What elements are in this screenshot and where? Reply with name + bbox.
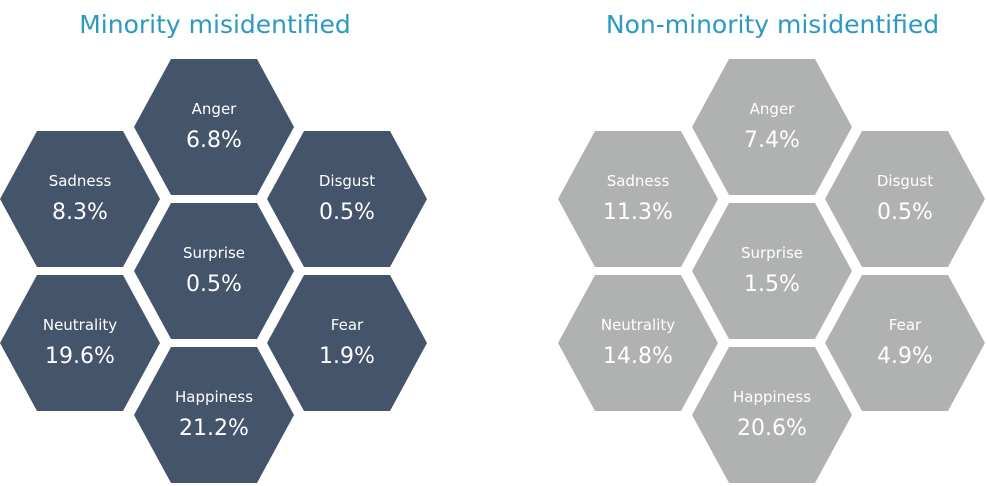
non-minority-value-neutrality: 14.8%	[603, 344, 673, 369]
non-minority-label-surprise: Surprise	[741, 244, 803, 262]
minority-panel-title: Minority misidentified	[79, 10, 351, 39]
non-minority-label-sadness: Sadness	[607, 172, 670, 190]
non-minority-value-disgust: 0.5%	[877, 200, 933, 225]
non-minority-hex-shape-surprise	[692, 203, 852, 339]
minority-value-anger: 6.8%	[186, 128, 242, 153]
non-minority-label-fear: Fear	[889, 316, 922, 334]
minority-hex-shape-disgust	[267, 131, 427, 267]
non-minority-value-surprise: 1.5%	[744, 272, 800, 297]
minority-hex-anger: Anger 6.8%	[134, 59, 294, 195]
minority-hex-shape-happiness	[134, 347, 294, 483]
non-minority-hex-sadness: Sadness 11.3%	[558, 131, 718, 267]
minority-value-sadness: 8.3%	[52, 200, 108, 225]
minority-hex-grid: Anger 6.8% Sadness 8.3% Disgust 0.5% Surprise 0…	[0, 59, 427, 483]
minority-label-neutrality: Neutrality	[43, 316, 117, 334]
minority-label-anger: Anger	[192, 100, 238, 118]
non-minority-label-happiness: Happiness	[733, 388, 811, 406]
minority-label-fear: Fear	[331, 316, 364, 334]
minority-value-fear: 1.9%	[319, 344, 375, 369]
non-minority-hex-neutrality: Neutrality 14.8%	[558, 275, 718, 411]
non-minority-label-anger: Anger	[750, 100, 796, 118]
non-minority-hex-shape-sadness	[558, 131, 718, 267]
minority-hex-shape-neutrality	[0, 275, 160, 411]
non-minority-value-sadness: 11.3%	[603, 200, 673, 225]
minority-hex-disgust: Disgust 0.5%	[267, 131, 427, 267]
non-minority-hex-shape-fear	[825, 275, 985, 411]
non-minority-hex-shape-neutrality	[558, 275, 718, 411]
non-minority-label-neutrality: Neutrality	[601, 316, 675, 334]
minority-hex-fear: Fear 1.9%	[267, 275, 427, 411]
minority-value-happiness: 21.2%	[179, 416, 249, 441]
non-minority-hex-anger: Anger 7.4%	[692, 59, 852, 195]
minority-label-surprise: Surprise	[183, 244, 245, 262]
non-minority-panel: Non-minority misidentified Anger 7.4% Sadn…	[558, 0, 987, 486]
non-minority-panel-title: Non-minority misidentified	[605, 10, 940, 39]
minority-value-surprise: 0.5%	[186, 272, 242, 297]
minority-hex-shape-fear	[267, 275, 427, 411]
non-minority-hex-shape-anger	[692, 59, 852, 195]
non-minority-hex-surprise: Surprise 1.5%	[692, 203, 852, 339]
non-minority-hex-shape-happiness	[692, 347, 852, 483]
minority-label-happiness: Happiness	[175, 388, 253, 406]
minority-value-neutrality: 19.6%	[45, 344, 115, 369]
minority-hex-neutrality: Neutrality 19.6%	[0, 275, 160, 411]
minority-hex-shape-sadness	[0, 131, 160, 267]
minority-panel: Minority misidentified Anger 6.8% Sadness 8…	[0, 0, 430, 486]
minority-label-sadness: Sadness	[49, 172, 112, 190]
minority-hex-surprise: Surprise 0.5%	[134, 203, 294, 339]
non-minority-hex-shape-disgust	[825, 131, 985, 267]
non-minority-value-anger: 7.4%	[744, 128, 800, 153]
non-minority-hex-happiness: Happiness 20.6%	[692, 347, 852, 483]
non-minority-hex-disgust: Disgust 0.5%	[825, 131, 985, 267]
minority-hex-sadness: Sadness 8.3%	[0, 131, 160, 267]
minority-hex-shape-surprise	[134, 203, 294, 339]
non-minority-label-disgust: Disgust	[877, 172, 933, 190]
minority-hex-shape-anger	[134, 59, 294, 195]
minority-value-disgust: 0.5%	[319, 200, 375, 225]
non-minority-hex-grid: Anger 7.4% Sadness 11.3% Disgust 0.5% Surprise…	[558, 59, 985, 483]
non-minority-value-fear: 4.9%	[877, 344, 933, 369]
minority-label-disgust: Disgust	[319, 172, 375, 190]
non-minority-value-happiness: 20.6%	[737, 416, 807, 441]
non-minority-hex-fear: Fear 4.9%	[825, 275, 985, 411]
minority-hex-happiness: Happiness 21.2%	[134, 347, 294, 483]
